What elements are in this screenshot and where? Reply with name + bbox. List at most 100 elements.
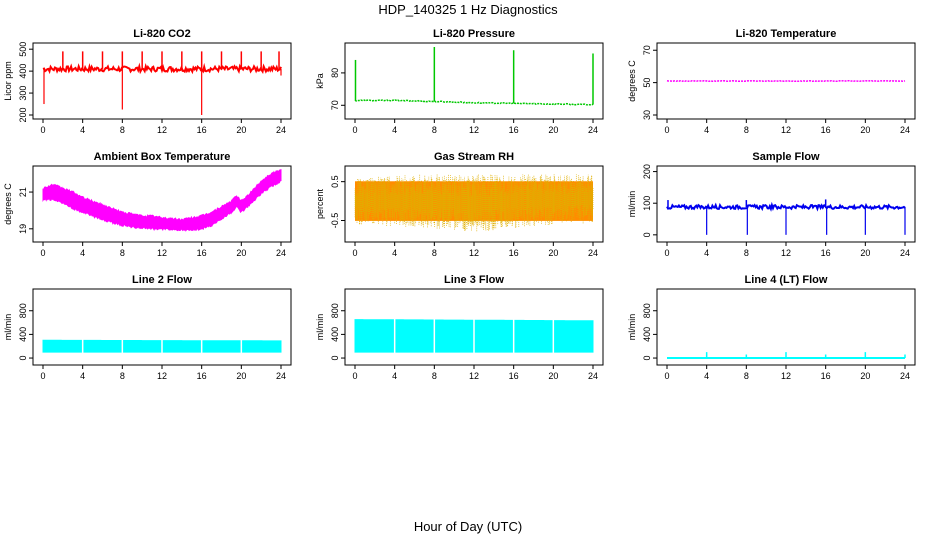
x-tick-label: 12 <box>469 125 479 135</box>
plot-frame <box>344 42 604 120</box>
y-tick-label: 500 <box>18 42 28 57</box>
y-axis-label: ml/min <box>3 314 13 341</box>
x-tick-label: 0 <box>40 248 45 258</box>
series-3 <box>42 169 282 232</box>
y-tick-label: 0 <box>642 232 652 237</box>
chart-panel: Li-820 Temperature 0 4 8 12 16 20 24 30 50 70 degre… <box>627 28 916 135</box>
x-tick-label: 24 <box>900 371 910 381</box>
y-tick-label: 30 <box>642 110 652 120</box>
x-tick-label: 12 <box>469 248 479 258</box>
chart-panel: Line 4 (LT) Flow 0 4 8 12 16 20 24 0 400 800 ml/min <box>627 274 916 381</box>
x-tick-label: 8 <box>120 371 125 381</box>
x-tick-label: 0 <box>664 248 669 258</box>
x-tick-label: 16 <box>509 125 519 135</box>
chart-title: Gas Stream RH <box>434 151 514 163</box>
x-tick-label: 0 <box>664 371 669 381</box>
y-tick-label: 100 <box>642 196 652 211</box>
y-tick-label: 19 <box>18 224 28 234</box>
y-tick-label: 400 <box>18 64 28 79</box>
x-tick-label: 24 <box>276 125 286 135</box>
y-axis-label: degrees C <box>627 60 637 102</box>
x-tick-label: 16 <box>509 248 519 258</box>
x-tick-label: 24 <box>276 371 286 381</box>
series-area <box>42 169 282 232</box>
x-tick-label: 16 <box>197 248 207 258</box>
x-tick-label: 24 <box>900 248 910 258</box>
x-tick-label: 12 <box>469 371 479 381</box>
x-tick-label: 4 <box>392 248 397 258</box>
x-tick-label: 20 <box>236 371 246 381</box>
y-tick-label: 50 <box>642 78 652 88</box>
x-tick-label: 0 <box>40 371 45 381</box>
x-tick-label: 12 <box>781 248 791 258</box>
x-tick-label: 4 <box>704 125 709 135</box>
series-7 <box>354 317 594 355</box>
x-tick-label: 20 <box>860 248 870 258</box>
y-axis-label: kPa <box>315 73 325 89</box>
y-tick-label: 400 <box>642 327 652 342</box>
chart-title: Line 2 Flow <box>132 274 192 286</box>
y-tick-label: 70 <box>642 45 652 55</box>
x-tick-label: 20 <box>548 371 558 381</box>
y-tick-label: 200 <box>642 164 652 179</box>
x-tick-label: 16 <box>509 371 519 381</box>
y-tick-label: 70 <box>330 100 340 110</box>
y-tick-label: 400 <box>18 327 28 342</box>
chart-panel: Gas Stream RH 0 4 8 12 16 20 24 -0.5 0.5 percent <box>315 151 604 258</box>
y-axis-label: ml/min <box>627 314 637 341</box>
y-tick-label: 800 <box>642 303 652 318</box>
x-tick-label: 8 <box>120 125 125 135</box>
x-tick-label: 12 <box>781 371 791 381</box>
x-tick-label: 20 <box>548 248 558 258</box>
x-tick-label: 8 <box>120 248 125 258</box>
x-tick-label: 20 <box>860 371 870 381</box>
series-8 <box>667 352 906 359</box>
x-tick-label: 20 <box>236 248 246 258</box>
figure-x-axis-label: Hour of Day (UTC) <box>414 519 522 534</box>
x-tick-label: 0 <box>664 125 669 135</box>
chart-panel: Sample Flow 0 4 8 12 16 20 24 0 100 200 ml/min <box>627 151 916 258</box>
x-tick-label: 8 <box>744 125 749 135</box>
x-tick-label: 16 <box>197 125 207 135</box>
x-tick-label: 4 <box>80 125 85 135</box>
x-tick-label: 16 <box>821 248 831 258</box>
y-axis-label: ml/min <box>315 314 325 341</box>
x-tick-label: 0 <box>352 125 357 135</box>
series-texture <box>354 173 594 232</box>
chart-title: Li-820 Pressure <box>433 28 515 40</box>
x-tick-label: 24 <box>588 371 598 381</box>
chart-title: Sample Flow <box>752 151 820 163</box>
x-tick-label: 12 <box>157 248 167 258</box>
y-tick-label: 0 <box>18 356 28 361</box>
x-tick-label: 16 <box>821 371 831 381</box>
chart-panel: Li-820 CO2 0 4 8 12 16 20 24 200 300 400 500 Licor p… <box>3 28 292 135</box>
x-tick-label: 8 <box>744 248 749 258</box>
x-tick-label: 16 <box>197 371 207 381</box>
y-tick-label: 300 <box>18 86 28 101</box>
series-1 <box>354 47 594 106</box>
x-tick-label: 20 <box>236 125 246 135</box>
y-axis-label: ml/min <box>627 191 637 218</box>
y-axis-label: Licor ppm <box>3 61 13 101</box>
series-0 <box>42 51 282 115</box>
chart-title: Ambient Box Temperature <box>94 151 231 163</box>
y-axis-label: degrees C <box>3 183 13 225</box>
series-5 <box>666 199 906 235</box>
y-tick-label: 800 <box>18 303 28 318</box>
chart-panel: Ambient Box Temperature 0 4 8 12 16 20 24 19 21 de… <box>3 151 292 258</box>
chart-title: Li-820 CO2 <box>133 28 190 40</box>
y-tick-label: -0.5 <box>330 213 340 229</box>
x-tick-label: 12 <box>157 371 167 381</box>
y-tick-label: 400 <box>330 327 340 342</box>
x-tick-label: 0 <box>352 248 357 258</box>
x-tick-label: 24 <box>588 248 598 258</box>
series-line <box>354 99 594 106</box>
x-tick-label: 24 <box>588 125 598 135</box>
y-tick-label: 0 <box>330 356 340 361</box>
chart-panel: Line 3 Flow 0 4 8 12 16 20 24 0 400 800 ml/min <box>315 274 604 381</box>
x-tick-label: 8 <box>432 371 437 381</box>
x-tick-label: 16 <box>821 125 831 135</box>
x-tick-label: 4 <box>80 371 85 381</box>
